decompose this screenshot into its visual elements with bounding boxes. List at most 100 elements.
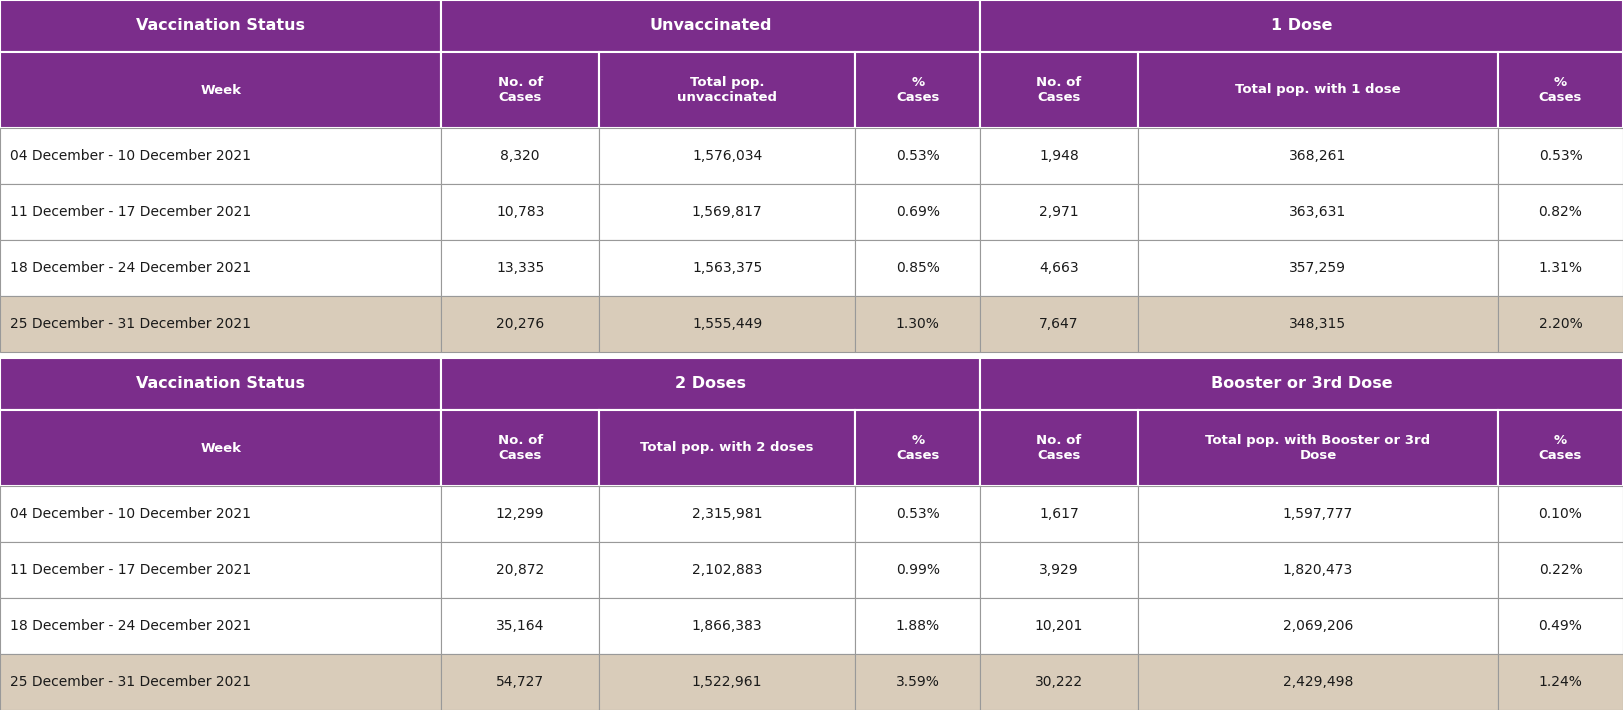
Bar (1138, 486, 1498, 542)
Bar (855, 296, 980, 352)
Bar (441, 358, 980, 410)
Text: %
Cases: % Cases (1539, 76, 1582, 104)
Text: 35,164: 35,164 (497, 619, 544, 633)
Text: %
Cases: % Cases (896, 434, 940, 462)
Text: 1,866,383: 1,866,383 (691, 619, 763, 633)
Bar (0, 0, 441, 52)
Text: 363,631: 363,631 (1289, 205, 1347, 219)
Bar (1498, 52, 1623, 128)
Bar (441, 128, 599, 184)
Bar (1498, 598, 1623, 654)
Text: 2,429,498: 2,429,498 (1282, 675, 1354, 689)
Text: Vaccination Status: Vaccination Status (136, 376, 305, 391)
Bar (0, 184, 441, 240)
Bar (599, 542, 855, 598)
Bar (1498, 410, 1623, 486)
Bar (441, 52, 599, 128)
Text: 0.69%: 0.69% (896, 205, 940, 219)
Text: Week: Week (200, 84, 242, 97)
Bar (1138, 542, 1498, 598)
Bar (855, 410, 980, 486)
Bar (599, 52, 855, 128)
Text: 18 December - 24 December 2021: 18 December - 24 December 2021 (10, 261, 252, 275)
Bar (0, 240, 441, 296)
Bar (0, 410, 441, 486)
Text: No. of
Cases: No. of Cases (1037, 76, 1081, 104)
Bar (441, 598, 599, 654)
Text: 2.20%: 2.20% (1539, 317, 1582, 331)
Bar (980, 542, 1138, 598)
Bar (980, 486, 1138, 542)
Text: Total pop. with 2 doses: Total pop. with 2 doses (641, 442, 813, 454)
Text: 0.53%: 0.53% (1539, 149, 1582, 163)
Bar (599, 486, 855, 542)
Bar (980, 184, 1138, 240)
Bar (855, 486, 980, 542)
Text: 18 December - 24 December 2021: 18 December - 24 December 2021 (10, 619, 252, 633)
Bar (0, 654, 441, 710)
Text: %
Cases: % Cases (896, 76, 940, 104)
Bar (1498, 128, 1623, 184)
Bar (1498, 296, 1623, 352)
Text: Booster or 3rd Dose: Booster or 3rd Dose (1211, 376, 1393, 391)
Text: 1,617: 1,617 (1039, 507, 1079, 521)
Text: 368,261: 368,261 (1289, 149, 1347, 163)
Text: %
Cases: % Cases (1539, 434, 1582, 462)
Text: 0.82%: 0.82% (1539, 205, 1582, 219)
Text: 25 December - 31 December 2021: 25 December - 31 December 2021 (10, 675, 252, 689)
Bar (980, 410, 1138, 486)
Text: 2 Doses: 2 Doses (675, 376, 747, 391)
Text: 3.59%: 3.59% (896, 675, 940, 689)
Bar (855, 654, 980, 710)
Text: No. of
Cases: No. of Cases (498, 434, 542, 462)
Text: Total pop. with Booster or 3rd
Dose: Total pop. with Booster or 3rd Dose (1206, 434, 1430, 462)
Text: 2,069,206: 2,069,206 (1282, 619, 1354, 633)
Text: 1.30%: 1.30% (896, 317, 940, 331)
Bar (441, 296, 599, 352)
Bar (855, 128, 980, 184)
Bar (441, 240, 599, 296)
Text: 1,948: 1,948 (1039, 149, 1079, 163)
Bar (1138, 654, 1498, 710)
Bar (1138, 410, 1498, 486)
Bar (0, 52, 441, 128)
Bar (855, 598, 980, 654)
Text: Total pop. with 1 dose: Total pop. with 1 dose (1235, 84, 1401, 97)
Bar (980, 296, 1138, 352)
Bar (0, 358, 441, 410)
Bar (980, 358, 1623, 410)
Bar (0, 296, 441, 352)
Text: 10,201: 10,201 (1035, 619, 1083, 633)
Bar (1498, 184, 1623, 240)
Bar (599, 598, 855, 654)
Text: 1.24%: 1.24% (1539, 675, 1582, 689)
Text: 3,929: 3,929 (1039, 563, 1079, 577)
Text: 30,222: 30,222 (1035, 675, 1083, 689)
Bar (980, 128, 1138, 184)
Bar (441, 542, 599, 598)
Text: 1,569,817: 1,569,817 (691, 205, 763, 219)
Text: 20,872: 20,872 (497, 563, 544, 577)
Bar (1138, 184, 1498, 240)
Bar (980, 52, 1138, 128)
Bar (0, 598, 441, 654)
Text: 0.53%: 0.53% (896, 149, 940, 163)
Bar (1138, 240, 1498, 296)
Bar (599, 654, 855, 710)
Bar (855, 542, 980, 598)
Text: 2,315,981: 2,315,981 (691, 507, 763, 521)
Text: 1,597,777: 1,597,777 (1282, 507, 1354, 521)
Bar (1498, 240, 1623, 296)
Text: 1.88%: 1.88% (896, 619, 940, 633)
Bar (599, 410, 855, 486)
Text: 04 December - 10 December 2021: 04 December - 10 December 2021 (10, 149, 252, 163)
Text: 11 December - 17 December 2021: 11 December - 17 December 2021 (10, 563, 252, 577)
Bar (441, 184, 599, 240)
Bar (980, 598, 1138, 654)
Text: 1.31%: 1.31% (1539, 261, 1582, 275)
Text: 25 December - 31 December 2021: 25 December - 31 December 2021 (10, 317, 252, 331)
Bar (980, 240, 1138, 296)
Text: 13,335: 13,335 (497, 261, 544, 275)
Bar (1498, 486, 1623, 542)
Bar (1498, 542, 1623, 598)
